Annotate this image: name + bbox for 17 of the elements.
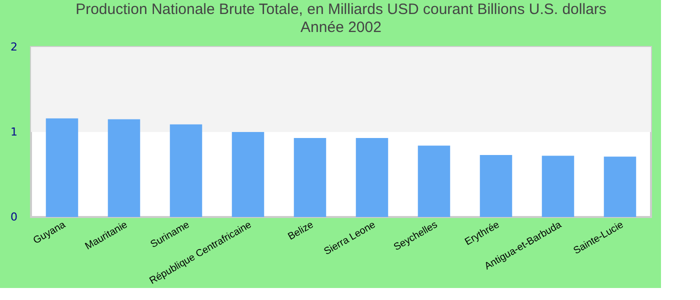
bar xyxy=(232,132,264,217)
bar xyxy=(108,119,140,217)
y-tick-label: 2 xyxy=(10,40,18,54)
bar xyxy=(46,118,78,217)
bar xyxy=(604,156,636,217)
chart-subtitle: Année 2002 xyxy=(300,19,382,36)
bar xyxy=(418,146,450,217)
bar xyxy=(170,124,202,217)
y-tick-label: 1 xyxy=(10,126,18,138)
bar xyxy=(294,138,326,217)
bar xyxy=(480,154,512,217)
chart-title: Production Nationale Brute Totale, en Milliards USD courant Billions U.S. dollars xyxy=(76,1,606,18)
x-tick-label: Sierra Leone xyxy=(322,219,378,258)
bar xyxy=(356,138,388,217)
x-tick-label: Belize xyxy=(286,219,316,243)
bar xyxy=(542,156,574,217)
y-tick-label: 0 xyxy=(10,210,18,224)
